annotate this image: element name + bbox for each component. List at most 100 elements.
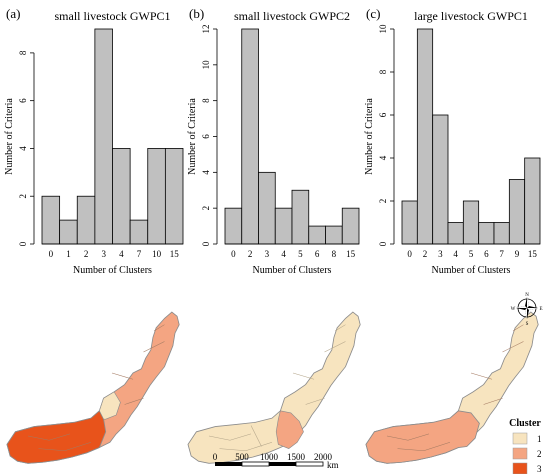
- bar-5: [291, 189, 310, 245]
- bar-0: [401, 200, 418, 245]
- bar-5: [462, 200, 480, 245]
- legend-label-3: 3: [537, 464, 542, 474]
- bar-15: [164, 148, 184, 245]
- x-tick-label: 15: [170, 249, 180, 259]
- bar-7: [129, 219, 149, 245]
- legend-swatch-2: [512, 447, 528, 460]
- region-map-c: [365, 311, 539, 464]
- x-tick-label: 2: [423, 249, 428, 259]
- y-tick-label: 0: [201, 241, 211, 246]
- x-tick-label: 7: [499, 249, 504, 259]
- scale-tick-2000: 2000: [314, 452, 333, 462]
- x-axis-label: Number of Clusters: [253, 265, 332, 276]
- y-axis-label: Number of Criteria: [364, 98, 375, 175]
- bar-6: [478, 222, 495, 245]
- bar-0: [224, 207, 243, 245]
- y-tick-label: 2: [201, 206, 211, 211]
- x-tick-label: 8: [332, 249, 337, 259]
- scale-tick-1500: 1500: [287, 452, 306, 462]
- region-map-b: [187, 311, 361, 464]
- x-tick-label: 5: [469, 249, 474, 259]
- x-tick-label: 15: [528, 249, 538, 259]
- y-tick-label: 10: [378, 24, 388, 34]
- chart-title: small livestock GWPC1: [55, 9, 171, 23]
- y-tick-label: 6: [18, 98, 28, 103]
- x-tick-label: 4: [119, 249, 124, 259]
- x-tick-label: 2: [84, 249, 89, 259]
- x-tick-label: 4: [453, 249, 458, 259]
- bar-2: [416, 28, 434, 245]
- x-tick-label: 0: [407, 249, 412, 259]
- y-tick-label: 2: [18, 194, 28, 199]
- bar-3: [258, 171, 276, 245]
- bar-15: [524, 157, 541, 245]
- bar-3: [432, 114, 449, 245]
- y-tick-label: 8: [18, 50, 28, 55]
- compass-e: E: [539, 307, 542, 312]
- x-tick-label: 6: [484, 249, 489, 259]
- map-row: N E S W 0 500 1000 1500 2000 km Cluster …: [6, 293, 543, 474]
- x-tick-label: 5: [298, 249, 303, 259]
- panel-label: (a): [6, 6, 20, 21]
- x-tick-label: 3: [265, 249, 270, 259]
- y-tick-label: 2: [378, 199, 388, 204]
- y-tick-label: 4: [201, 170, 211, 175]
- y-axis-label: Number of Criteria: [187, 98, 198, 175]
- bar-2: [76, 195, 96, 245]
- legend-swatch-1: [512, 432, 528, 445]
- compass-rose-icon: N E S W: [511, 293, 543, 327]
- bar-9: [508, 179, 526, 245]
- x-tick-label: 0: [231, 249, 236, 259]
- y-tick-label: 12: [201, 25, 211, 34]
- legend-label-2: 2: [537, 449, 542, 459]
- x-tick-label: 7: [137, 249, 142, 259]
- bar-3: [94, 28, 113, 245]
- panel-label: (b): [189, 6, 204, 21]
- x-tick-label: 1: [66, 249, 71, 259]
- y-axis-label: Number of Criteria: [4, 98, 15, 175]
- compass-n: N: [525, 293, 529, 298]
- bar-1: [59, 219, 78, 245]
- x-tick-label: 2: [248, 249, 253, 259]
- x-tick-label: 0: [49, 249, 54, 259]
- compass-s: S: [526, 322, 529, 327]
- bar-6: [308, 225, 326, 245]
- chart-title: large livestock GWPC1: [414, 9, 528, 23]
- y-tick-label: 10: [201, 60, 211, 70]
- x-axis-label: Number of Clusters: [432, 265, 511, 276]
- scale-tick-1000: 1000: [260, 452, 279, 462]
- region-map-a: [6, 311, 180, 464]
- x-tick-label: 9: [515, 249, 520, 259]
- y-tick-label: 0: [378, 241, 388, 246]
- map-legend: Cluster 1 2 3: [509, 418, 542, 474]
- y-tick-label: 4: [378, 155, 388, 160]
- chart-title: small livestock GWPC2: [234, 9, 350, 23]
- scale-tick-0: 0: [213, 452, 218, 462]
- x-tick-label: 4: [281, 249, 286, 259]
- bar-15: [341, 207, 360, 245]
- scale-bar: 0 500 1000 1500 2000 km: [213, 452, 339, 470]
- panel-label: (c): [366, 6, 380, 21]
- bar-4: [112, 148, 131, 245]
- bar-4: [274, 207, 293, 245]
- bar-0: [41, 195, 61, 245]
- y-tick-label: 8: [201, 98, 211, 103]
- bar-2: [241, 28, 259, 245]
- bar-10: [147, 148, 166, 245]
- histogram-panel-3: (c) large livestock GWPC1 0 2 4 6 8 10 Number of…: [364, 6, 541, 276]
- bar-4: [447, 222, 464, 245]
- x-tick-label: 15: [346, 249, 356, 259]
- x-axis-label: Number of Clusters: [73, 265, 152, 276]
- histogram-panel-1: (a) small livestock GWPC1 0 2 4 6 8 Number of C…: [4, 6, 184, 276]
- scale-tick-500: 500: [235, 452, 249, 462]
- y-tick-label: 8: [378, 69, 388, 74]
- legend-swatch-3: [512, 462, 528, 474]
- legend-title: Cluster: [509, 418, 541, 429]
- y-tick-label: 4: [18, 146, 28, 151]
- y-tick-label: 0: [18, 241, 28, 246]
- x-tick-label: 6: [315, 249, 320, 259]
- y-tick-label: 6: [201, 134, 211, 139]
- bar-8: [325, 225, 343, 245]
